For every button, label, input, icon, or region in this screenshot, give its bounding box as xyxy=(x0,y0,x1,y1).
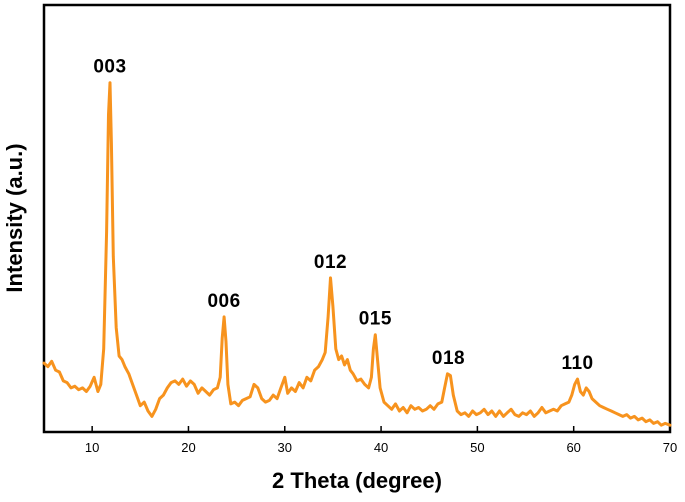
series-layer xyxy=(42,81,672,427)
x-axis-ticks: 10 20 30 40 50 60 70 xyxy=(85,426,677,455)
peak-labels: 003 006 012 015 018 110 xyxy=(93,57,593,374)
plot-frame xyxy=(42,3,672,434)
x-axis-title: 2 Theta (degree) xyxy=(272,468,442,493)
peak-label-110: 110 xyxy=(561,353,593,374)
x-tick-label: 40 xyxy=(374,440,388,455)
x-tick-label: 50 xyxy=(470,440,484,455)
xrd-pattern-line xyxy=(42,81,672,427)
x-tick-label: 70 xyxy=(663,440,677,455)
x-tick-label: 10 xyxy=(85,440,99,455)
peak-label-003: 003 xyxy=(93,57,126,78)
x-tick-label: 30 xyxy=(278,440,292,455)
peak-label-012: 012 xyxy=(314,252,347,273)
x-tick-label: 60 xyxy=(566,440,580,455)
peak-label-018: 018 xyxy=(432,348,465,369)
peak-label-015: 015 xyxy=(359,309,392,330)
y-axis-title: Intensity (a.u.) xyxy=(2,143,27,292)
peak-label-006: 006 xyxy=(207,291,240,312)
x-tick-label: 20 xyxy=(181,440,195,455)
